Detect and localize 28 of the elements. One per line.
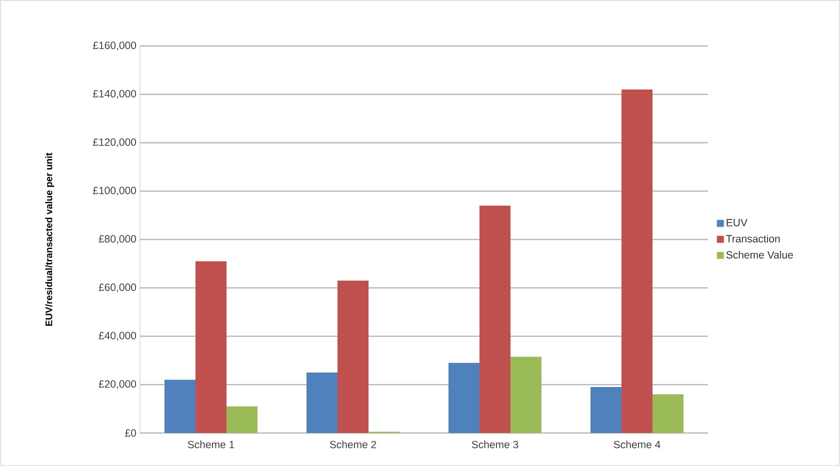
x-tick-label: Scheme 1 (188, 440, 234, 448)
y-tick-label: £160,000 (92, 42, 136, 50)
x-tick-label: Scheme 3 (472, 440, 518, 448)
x-tick-label: Scheme 4 (614, 440, 660, 448)
bar (164, 380, 196, 433)
y-tick-label: £80,000 (98, 235, 136, 244)
y-tick-label: £0 (125, 429, 136, 437)
bar (226, 406, 258, 433)
y-tick-label: £120,000 (92, 138, 136, 148)
bar (338, 280, 369, 433)
bar (622, 90, 653, 433)
bar (196, 261, 227, 433)
bar (448, 362, 480, 433)
y-tick-label: £60,000 (98, 284, 136, 292)
y-tick-label: £40,000 (98, 332, 136, 341)
bar (590, 387, 622, 433)
y-tick-label: £100,000 (92, 186, 136, 196)
bar (652, 394, 684, 433)
y-tick-label: £140,000 (92, 90, 136, 99)
x-tick-label: Scheme 2 (330, 440, 376, 448)
legend-label: Transaction (726, 234, 780, 242)
bar (480, 206, 511, 433)
y-tick-label: £20,000 (98, 380, 136, 389)
bar (306, 372, 338, 433)
bar (510, 356, 542, 433)
legend-label: EUV (726, 219, 748, 226)
y-axis-title: EUV/residual/transacted value per unit (45, 152, 54, 326)
legend-label: Scheme Value (726, 250, 793, 259)
